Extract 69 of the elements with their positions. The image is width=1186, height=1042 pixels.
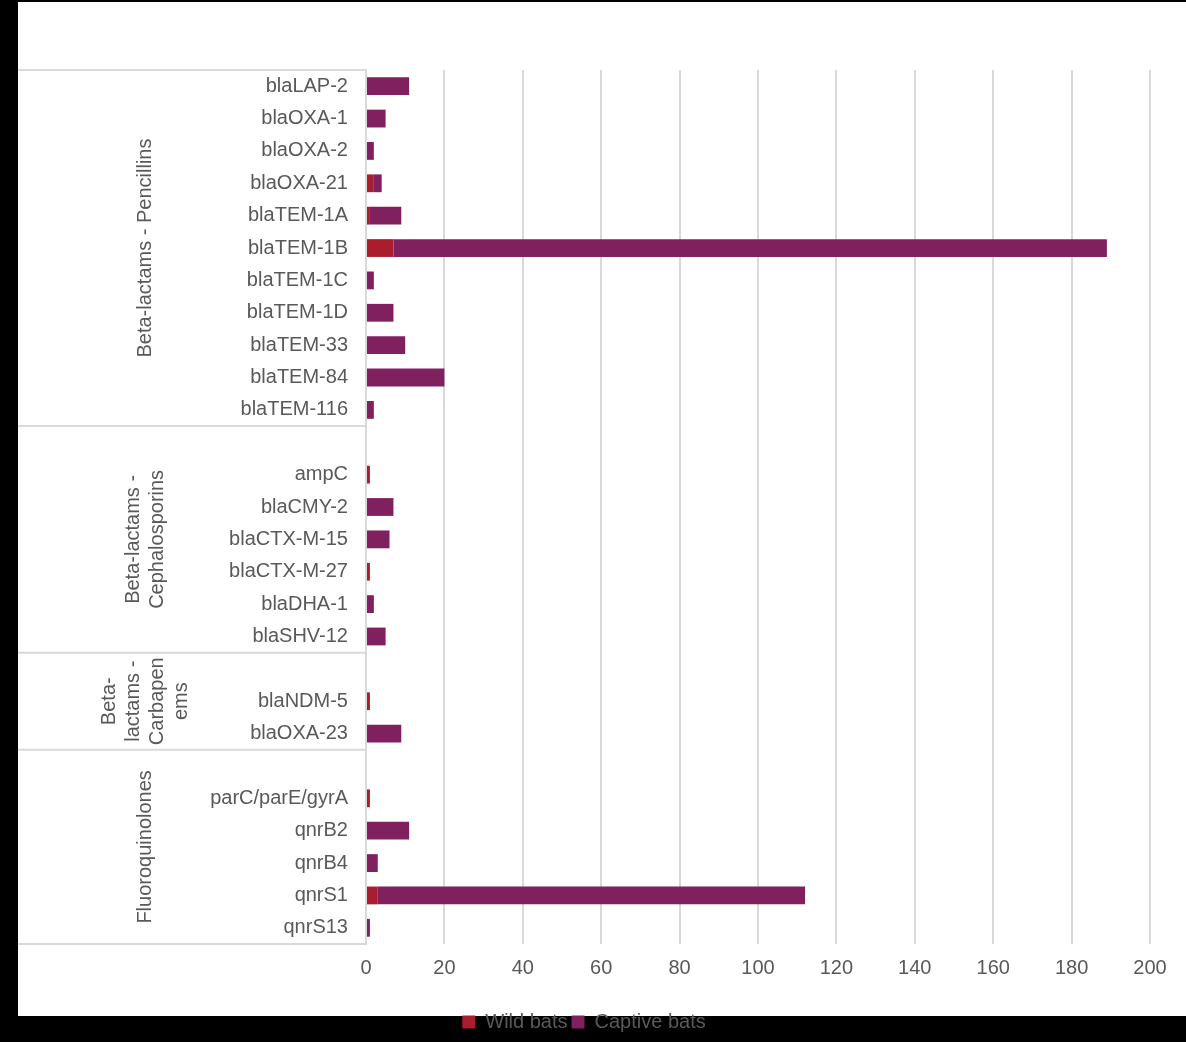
y-tick-label: blaOXA-1 — [261, 106, 348, 129]
bar — [367, 562, 370, 581]
legend-label: Captive bats — [594, 1009, 706, 1032]
bar — [367, 918, 370, 937]
y-tick-label: ampC — [294, 462, 348, 485]
x-tick-label: 160 — [976, 955, 1010, 978]
x-tick-label: 120 — [819, 955, 854, 978]
bar — [367, 530, 390, 549]
bar — [367, 465, 370, 484]
y-tick-label: blaTEM-84 — [250, 365, 348, 388]
bar — [367, 821, 410, 840]
x-tick-label: 60 — [590, 955, 613, 978]
y-tick-label: blaOXA-21 — [250, 170, 348, 193]
bar — [367, 142, 374, 160]
bar — [367, 789, 370, 808]
bar — [373, 174, 382, 193]
y-tick-label: blaSHV-12 — [252, 624, 348, 646]
text: Beta-lactams - Cephalosporins — [120, 469, 167, 609]
bar — [367, 303, 394, 322]
y-tick-label: parC/parE/gyrA — [210, 785, 349, 808]
x-tick-label: 80 — [668, 955, 691, 978]
y-tick-label: blaCMY-2 — [260, 494, 348, 517]
y-tick-label: blaTEM-1A — [247, 203, 349, 226]
y-tick-label: blaOXA-2 — [261, 138, 348, 161]
x-tick-label: 180 — [1054, 955, 1089, 978]
bar — [367, 271, 374, 290]
bar — [367, 724, 402, 743]
bar — [393, 239, 1107, 257]
y-tick-label: qnrB4 — [294, 850, 348, 873]
bar — [367, 174, 374, 193]
text: Fluoroquinolones — [132, 770, 155, 924]
x-tick-label: 140 — [898, 955, 932, 978]
y-tick-label: blaTEM-1C — [246, 267, 348, 290]
bar — [367, 498, 394, 516]
y-tick-label: blaCTX-M-27 — [229, 559, 348, 582]
bar — [367, 77, 410, 96]
bar — [367, 886, 378, 905]
bar — [367, 109, 386, 128]
y-tick-label: blaTEM-1B — [247, 235, 348, 258]
y-tick-label: qnrS1 — [294, 882, 348, 905]
bar — [367, 368, 445, 387]
bar — [367, 336, 406, 355]
y-tick-label: blaDHA-1 — [261, 591, 348, 614]
bar — [367, 206, 370, 225]
x-tick-label: 200 — [1133, 955, 1167, 978]
x-tick-label: 40 — [511, 955, 534, 978]
x-tick-label: 100 — [741, 955, 775, 978]
legend-label: Wild bats — [485, 1009, 568, 1032]
text: Beta-lactams - Carbapenems — [96, 657, 191, 746]
bar — [369, 206, 402, 225]
bar — [367, 692, 370, 711]
bar — [367, 400, 374, 419]
y-tick-label: blaTEM-116 — [240, 397, 348, 420]
y-tick-label: qnrB2 — [294, 818, 348, 841]
y-tick-label: blaTEM-1D — [246, 300, 348, 323]
y-tick-label: blaNDM-5 — [257, 688, 348, 711]
y-tick-label: blaCTX-M-15 — [229, 526, 348, 549]
y-tick-label: blaLAP-2 — [265, 73, 348, 96]
bar — [367, 595, 374, 614]
x-tick-label: 0 — [360, 955, 372, 978]
bar — [367, 854, 378, 872]
bar — [367, 627, 386, 646]
y-tick-label: blaTEM-33 — [250, 332, 348, 355]
bar — [377, 886, 806, 905]
x-tick-label: 20 — [433, 955, 456, 978]
y-tick-label: qnrS13 — [283, 915, 348, 938]
y-tick-label: blaOXA-23 — [250, 721, 348, 744]
text: Beta-lactams - Pencillins — [132, 138, 155, 358]
bar — [367, 239, 394, 257]
